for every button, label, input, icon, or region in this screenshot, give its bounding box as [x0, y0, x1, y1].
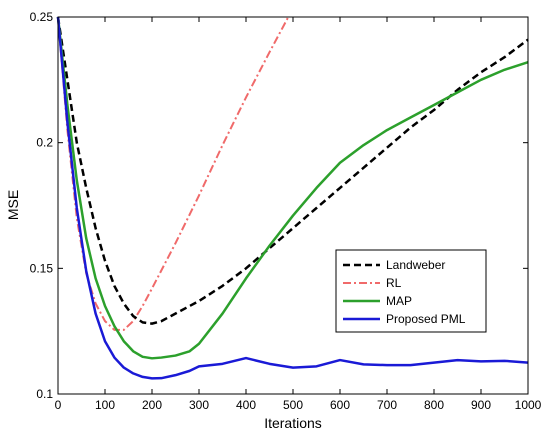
legend-label-landweber: Landweber	[386, 258, 445, 272]
series-layer	[56, 16, 529, 380]
x-tick-label: 200	[142, 398, 162, 412]
plot-frame	[57, 16, 529, 395]
x-tick-label: 400	[236, 398, 256, 412]
x-tick-label: 300	[189, 398, 209, 412]
y-tick-label: 0.25	[30, 10, 54, 24]
legend-label-rl: RL	[386, 276, 402, 290]
x-tick-label: 700	[377, 398, 397, 412]
legend-label-map: MAP	[386, 294, 412, 308]
x-axis-label: Iterations	[264, 415, 322, 431]
x-tick-label: 600	[330, 398, 350, 412]
x-tick-label: 800	[424, 398, 444, 412]
x-tick-label: 900	[471, 398, 491, 412]
y-tick-label: 0.15	[30, 261, 54, 275]
series-line-map	[56, 16, 529, 360]
x-tick-label: 500	[283, 398, 303, 412]
y-axis-label: MSE	[5, 190, 21, 220]
series-line-proposed-pml	[56, 16, 529, 380]
series-line-landweber	[56, 16, 529, 325]
x-tick-label: 100	[95, 398, 115, 412]
legend: Landweber RL MAP Proposed PML	[335, 249, 487, 333]
y-tick-label: 0.1	[36, 387, 53, 401]
y-tick-label: 0.2	[36, 136, 53, 150]
x-tick-label: 1000	[515, 398, 542, 412]
ticks-layer: 0 100 200 300 400 500 600 700 800 900 1000 0.1 0.15 0…	[30, 10, 542, 412]
x-tick-label: 0	[55, 398, 62, 412]
legend-label-proposed-pml: Proposed PML	[386, 312, 466, 326]
plot-area	[58, 17, 528, 394]
